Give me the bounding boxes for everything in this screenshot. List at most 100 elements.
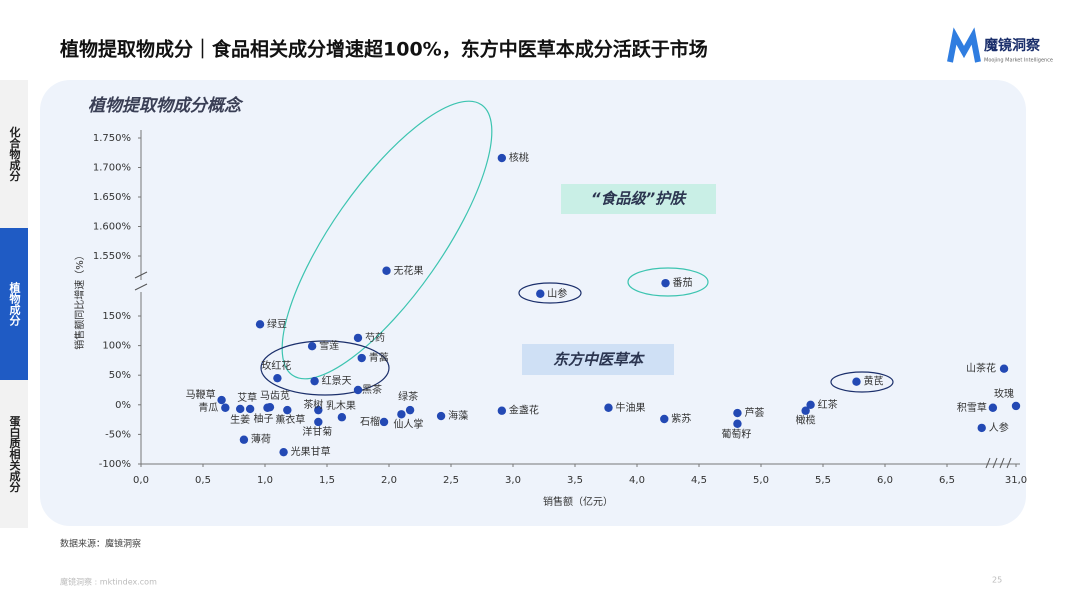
x-tick-label: 0,0 xyxy=(133,475,149,486)
x-tick-label: 5,0 xyxy=(753,475,769,486)
point xyxy=(255,320,265,329)
tab[interactable] xyxy=(0,380,28,528)
x-tick-label: 5,5 xyxy=(815,475,831,486)
point xyxy=(497,153,507,163)
x-tick-label: 6,5 xyxy=(939,475,955,486)
y-tick-label: 150% xyxy=(102,311,131,322)
tab-label: 化合物成分 xyxy=(8,125,21,182)
point xyxy=(236,404,245,414)
y-tick-label: 1.750% xyxy=(93,133,131,144)
point-label: 马鞭草 xyxy=(186,388,216,401)
point-label: 人参 xyxy=(989,421,1009,434)
point-label: 仙人掌 xyxy=(393,417,423,430)
point-label: 紫苏 xyxy=(671,412,691,425)
point-label: 薰衣草 xyxy=(275,413,305,426)
point xyxy=(337,413,347,422)
point xyxy=(397,410,406,419)
x-tick-label: 6,0 xyxy=(877,475,893,486)
point xyxy=(1011,401,1021,411)
point-label: 黄芪 xyxy=(863,375,883,388)
tab[interactable] xyxy=(0,80,28,228)
point xyxy=(536,289,545,298)
page-title: 植物提取物成分｜食品相关成分增速超100%，东方中医草本成分活跃于市场 xyxy=(60,38,708,61)
y-tick-label: 1.650% xyxy=(93,192,131,203)
axis-break xyxy=(134,271,148,291)
tab-active[interactable] xyxy=(0,228,28,380)
annotation-box xyxy=(522,344,674,375)
point xyxy=(497,406,507,415)
point xyxy=(660,414,669,424)
point xyxy=(801,406,810,415)
x-tick-label: 1,5 xyxy=(319,475,335,486)
y-tick-label: 100% xyxy=(102,341,131,352)
point xyxy=(436,411,446,421)
point xyxy=(353,333,363,343)
x-tick-label: 0,5 xyxy=(195,475,211,486)
y-tick-label: -100% xyxy=(99,459,131,470)
point xyxy=(733,419,742,428)
y-axis-label: 销售额同比增速（%） xyxy=(73,250,86,350)
point-label: 艾草 xyxy=(237,392,257,404)
point xyxy=(283,405,292,415)
point-label: 葡萄籽 xyxy=(721,428,751,441)
point-label: 积雪草 xyxy=(957,402,987,414)
point-label: 芍药 xyxy=(365,331,385,344)
x-tick-label: 4,5 xyxy=(691,475,707,486)
point xyxy=(806,400,815,409)
point xyxy=(314,405,323,415)
point xyxy=(310,376,319,386)
point-label: 无花果 xyxy=(394,264,424,277)
point xyxy=(357,353,366,363)
annotation: 东方中医草本 xyxy=(553,351,645,369)
point-label: 雪莲 xyxy=(319,340,339,352)
point-label: 芦荟 xyxy=(744,406,764,419)
footer: 魔镜洞察 : mktindex.com xyxy=(60,577,157,587)
y-tick-label: -50% xyxy=(105,429,131,440)
point xyxy=(604,403,613,412)
point xyxy=(239,435,249,444)
point-label: 柚子 xyxy=(253,412,273,425)
point xyxy=(661,278,670,288)
point xyxy=(999,364,1009,373)
x-tick-label: 3,5 xyxy=(567,475,583,486)
point-label: 光果甘草 xyxy=(291,445,331,458)
point xyxy=(217,395,226,405)
point xyxy=(263,403,272,412)
annotation-box xyxy=(561,184,716,214)
point-label: 薄荷 xyxy=(251,433,271,446)
y-tick-label: 1.600% xyxy=(93,222,131,233)
point xyxy=(221,403,230,412)
point-label: 绿茶 xyxy=(398,390,418,403)
point-label: 石榴 xyxy=(360,415,380,428)
point xyxy=(279,447,288,457)
source: 数据来源：魔镜洞察 xyxy=(60,538,141,550)
logo-sub: Moojing Market Intelligence xyxy=(984,58,1053,64)
point-label: 洋甘菊 xyxy=(302,425,332,438)
y-tick-label: 1.700% xyxy=(93,163,131,174)
point-label: 牛油果 xyxy=(615,401,645,414)
cluster-outline xyxy=(260,340,390,396)
y-tick-label: 1.550% xyxy=(93,251,131,262)
cluster-outline xyxy=(830,371,894,393)
point-label: 玫瑰 xyxy=(994,387,1014,400)
y-tick-label: 50% xyxy=(109,370,131,381)
point-label: 生姜 xyxy=(230,413,250,426)
point-label: 山参 xyxy=(547,287,567,300)
point xyxy=(379,417,389,427)
point xyxy=(988,403,998,412)
point xyxy=(353,385,363,395)
y-tick-label: 0% xyxy=(115,400,131,411)
chart-title: 植物提取物成分概念 xyxy=(88,96,244,116)
point-label: 红茶 xyxy=(818,398,838,411)
logo-icon xyxy=(947,27,981,63)
point xyxy=(405,405,415,415)
point-label: 乳木果 xyxy=(326,399,356,412)
chart-panel xyxy=(40,80,1026,526)
cluster-outline xyxy=(518,282,582,304)
tab-label: 蛋白质相关成分 xyxy=(8,415,21,493)
point-label: 红景天 xyxy=(322,374,352,387)
logo-text: 魔镜洞察 xyxy=(984,37,1041,54)
x-tick-label: 2,0 xyxy=(381,475,397,486)
point-label: 海藻 xyxy=(448,409,468,422)
point xyxy=(977,423,986,433)
